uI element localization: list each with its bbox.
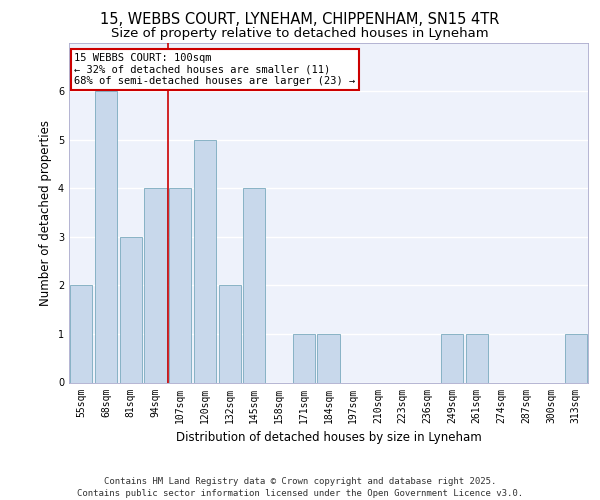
Bar — [243, 188, 265, 382]
X-axis label: Distribution of detached houses by size in Lyneham: Distribution of detached houses by size … — [176, 431, 481, 444]
Bar — [95, 91, 117, 382]
Bar — [70, 286, 92, 382]
Bar — [317, 334, 340, 382]
Bar — [169, 188, 191, 382]
Bar — [565, 334, 587, 382]
Bar — [218, 286, 241, 382]
Text: 15 WEBBS COURT: 100sqm
← 32% of detached houses are smaller (11)
68% of semi-det: 15 WEBBS COURT: 100sqm ← 32% of detached… — [74, 52, 355, 86]
Bar — [194, 140, 216, 382]
Y-axis label: Number of detached properties: Number of detached properties — [40, 120, 52, 306]
Bar — [293, 334, 315, 382]
Bar — [466, 334, 488, 382]
Text: Size of property relative to detached houses in Lyneham: Size of property relative to detached ho… — [111, 28, 489, 40]
Bar — [441, 334, 463, 382]
Text: 15, WEBBS COURT, LYNEHAM, CHIPPENHAM, SN15 4TR: 15, WEBBS COURT, LYNEHAM, CHIPPENHAM, SN… — [100, 12, 500, 28]
Bar — [145, 188, 167, 382]
Text: Contains HM Land Registry data © Crown copyright and database right 2025.
Contai: Contains HM Land Registry data © Crown c… — [77, 476, 523, 498]
Bar — [119, 237, 142, 382]
